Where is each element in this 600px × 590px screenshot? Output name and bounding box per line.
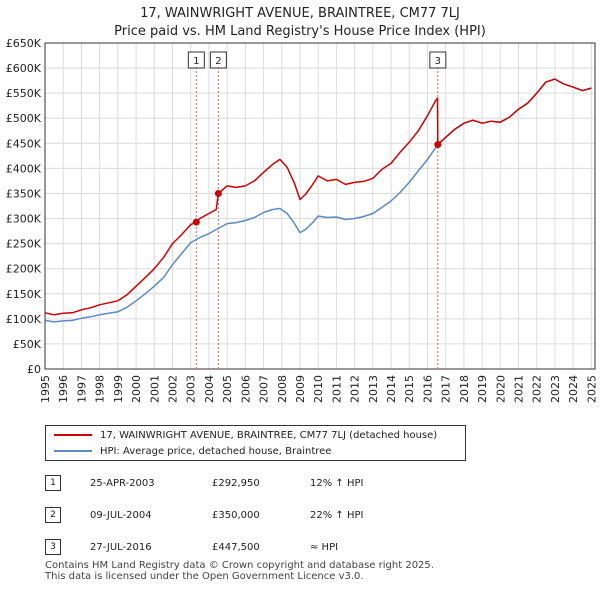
footer-licence: This data is licensed under the Open Gov… (45, 571, 364, 582)
y-tick-label: £600K (6, 62, 42, 75)
sale-marker-box (209, 51, 227, 69)
sale-price: £447,500 (212, 542, 260, 553)
x-tick-label: 2014 (385, 375, 398, 403)
sale-price: £292,950 (212, 478, 260, 489)
x-tick-label: 2018 (458, 375, 471, 403)
legend-label-hpi: HPI: Average price, detached house, Brai… (100, 446, 332, 457)
price-chart: £0 £50K £100K £150K £200K £250K £300K £350K £400… (6, 37, 599, 403)
x-tick-label: 2002 (166, 375, 179, 403)
legend-label-property: 17, WAINWRIGHT AVENUE, BRAINTREE, CM77 7… (100, 430, 438, 441)
x-tick-label: 2024 (567, 375, 580, 403)
sale-number-badge: 2 (45, 507, 61, 523)
sale-point (434, 141, 442, 149)
x-tick-label: 2008 (276, 375, 289, 403)
x-tick-label: 1995 (39, 375, 52, 403)
x-tick-label: 1998 (94, 375, 107, 403)
sale-marker-label: 2 (215, 56, 221, 67)
sale-price: £350,000 (212, 510, 260, 521)
x-tick-label: 2017 (440, 375, 453, 403)
sale-marker-box (429, 51, 447, 69)
y-tick-label: £250K (6, 238, 42, 251)
y-tick-label: £400K (6, 162, 42, 175)
y-tick-label: £200K (6, 263, 42, 276)
x-tick-label: 2020 (494, 375, 507, 403)
x-tick-label: 2004 (203, 375, 216, 403)
x-tick-label: 2011 (330, 375, 343, 403)
sale-number-badge: 1 (45, 475, 61, 491)
sale-point (214, 189, 222, 197)
chart-title-line1: 17, WAINWRIGHT AVENUE, BRAINTREE, CM77 7… (140, 6, 460, 21)
y-tick-label: £650K (6, 37, 42, 50)
x-tick-label: 2023 (549, 375, 562, 403)
sale-marker-box (187, 51, 205, 69)
sale-marker-label: 1 (193, 56, 199, 67)
sale-hpi-comparison: 22% ↑ HPI (310, 510, 364, 521)
legend-item-hpi: HPI: Average price, detached house, Brai… (54, 444, 331, 460)
sale-hpi-comparison: 12% ↑ HPI (310, 478, 364, 489)
legend-item-property: 17, WAINWRIGHT AVENUE, BRAINTREE, CM77 7… (54, 428, 437, 444)
property-price-line (44, 78, 592, 316)
y-tick-label: £300K (6, 213, 42, 226)
x-tick-label: 2006 (239, 375, 252, 403)
y-tick-label: £350K (6, 187, 42, 200)
x-tick-label: 2013 (367, 375, 380, 403)
chart-title-line2: Price paid vs. HM Land Registry's House … (114, 24, 486, 39)
y-tick-label: £550K (6, 87, 42, 100)
x-tick-label: 2016 (421, 375, 434, 403)
y-tick-label: £100K (6, 313, 42, 326)
y-tick-label: £450K (6, 137, 42, 150)
x-tick-label: 2019 (476, 375, 489, 403)
x-tick-label: 2000 (130, 375, 143, 403)
legend-swatch-property (54, 434, 92, 436)
x-tick-label: 2022 (531, 375, 544, 403)
sale-marker-label: 3 (435, 56, 441, 67)
x-tick-label: 1999 (112, 375, 125, 403)
y-tick-label: £0 (27, 363, 41, 376)
sale-date: 25-APR-2003 (90, 478, 155, 489)
x-tick-label: 1996 (57, 375, 70, 403)
y-tick-label: £500K (6, 112, 42, 125)
sale-number-badge: 3 (45, 539, 61, 555)
x-tick-label: 2009 (294, 375, 307, 403)
sale-hpi-comparison: ≈ HPI (310, 542, 339, 553)
sale-date: 09-JUL-2004 (90, 510, 152, 521)
plot-border (44, 42, 596, 370)
legend-swatch-hpi (54, 450, 92, 452)
x-tick-label: 2025 (585, 375, 598, 403)
y-tick-label: £50K (13, 338, 42, 351)
x-tick-label: 2021 (513, 375, 526, 403)
plot-area (45, 43, 595, 369)
sale-point (192, 218, 200, 226)
x-tick-label: 2005 (221, 375, 234, 403)
x-tick-label: 1997 (75, 375, 88, 403)
y-tick-label: £150K (6, 288, 42, 301)
x-tick-label: 2001 (148, 375, 161, 403)
x-tick-label: 2012 (349, 375, 362, 403)
chart-legend: 17, WAINWRIGHT AVENUE, BRAINTREE, CM77 7… (45, 425, 466, 461)
x-tick-label: 2007 (258, 375, 271, 403)
x-tick-label: 2010 (312, 375, 325, 403)
sale-date: 27-JUL-2016 (90, 542, 152, 553)
footer-copyright: Contains HM Land Registry data © Crown c… (45, 560, 434, 571)
x-tick-label: 2003 (185, 375, 198, 403)
x-tick-label: 2015 (403, 375, 416, 403)
